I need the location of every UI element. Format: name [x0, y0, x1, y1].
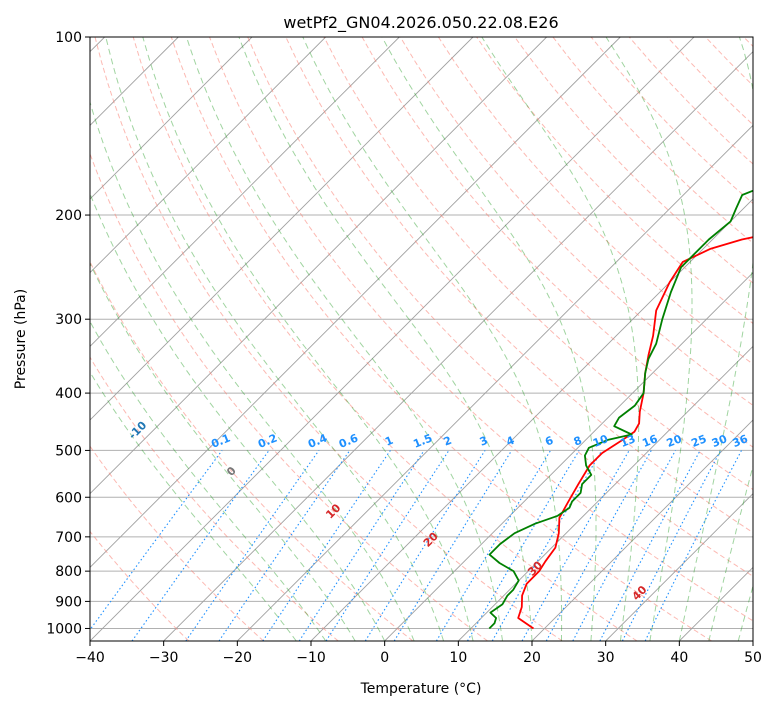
moist-adiabat-line [186, 37, 503, 641]
mixing-ratio-line [644, 450, 742, 641]
isotherm-line [90, 37, 326, 274]
mixing-ratio-label: 8 [572, 434, 584, 449]
dry-adiabat-line [94, 37, 563, 641]
moist-adiabat-line [737, 584, 753, 641]
y-tick-label: 100 [55, 30, 82, 46]
mixing-ratio-line [545, 450, 652, 641]
isotherm-line [384, 272, 753, 641]
mixing-ratio-line [393, 450, 513, 641]
mixing-ratio-line [131, 450, 270, 641]
y-tick-label: 800 [55, 564, 82, 580]
mixing-ratio-line [325, 450, 450, 641]
isotherm-line [531, 419, 753, 641]
plot-data [488, 189, 753, 630]
x-tick-label: −20 [223, 650, 253, 666]
mixing-ratio-line [262, 450, 391, 641]
moist-adiabat-line [90, 192, 386, 641]
x-tick-label: 10 [449, 650, 467, 666]
mixing-ratio-line [621, 450, 722, 641]
mixing-ratio-line [521, 450, 630, 641]
isotherm-line [90, 37, 547, 495]
isotherm-line [90, 37, 400, 347]
y-axis-label: Pressure (hPa) [13, 289, 29, 389]
dry-adiabat-line [90, 445, 264, 641]
x-tick-label: 50 [744, 650, 762, 666]
dry-adiabat-line [170, 37, 712, 641]
mixing-ratio-line [218, 450, 351, 641]
dry-adiabat-line [514, 37, 753, 284]
mixing-ratio-label: 25 [689, 432, 708, 450]
isotherm-line [605, 493, 753, 641]
x-tick-label: 40 [670, 650, 688, 666]
y-tick-label: 400 [55, 386, 82, 402]
mixing-ratio-label: 10 [591, 432, 610, 450]
moist-adiabat-line [90, 100, 415, 641]
y-tick-label: 600 [55, 490, 82, 506]
dry-adiabat-line [90, 152, 488, 641]
mixing-ratio-line [185, 450, 320, 641]
moist-adiabat-line [90, 262, 356, 641]
moist-adiabat-line [90, 371, 297, 641]
isotherm-line [237, 124, 753, 641]
mixing-ratio-label: 1 [383, 434, 395, 449]
x-axis-label: Temperature (°C) [360, 681, 482, 697]
y-tick-label: 1000 [46, 621, 82, 637]
y-tick-label: 300 [55, 312, 82, 328]
y-axis: 100 200 300 400 500 600 700 800 900 1000 [46, 30, 90, 637]
moist-adiabat-line [90, 320, 327, 641]
isotherm-line [90, 37, 253, 200]
y-tick-label: 900 [55, 594, 82, 610]
x-tick-label: −40 [75, 650, 105, 666]
dry-adiabat-line [437, 37, 753, 365]
x-tick-label: −30 [149, 650, 179, 666]
isotherm-line [90, 37, 621, 568]
isotherm-line [458, 345, 753, 641]
dry-adiabat-line [90, 356, 339, 641]
dry-adiabat-line [247, 37, 753, 577]
dewpoint-profile-line [488, 189, 753, 630]
mixing-ratio-label: 13 [618, 432, 637, 450]
y-tick-label: 700 [55, 530, 82, 546]
moist-adiabat-line [605, 37, 693, 641]
moist-adiabat-line [142, 37, 474, 641]
y-tick-label: 500 [55, 443, 82, 459]
moist-adiabat-line [481, 37, 640, 641]
mixing-ratio-line [90, 450, 223, 631]
moist-adiabat-line [678, 37, 753, 641]
mixing-ratio-label: 3 [478, 434, 490, 449]
x-tick-label: 30 [597, 650, 615, 666]
chart-title: wetPf2_GN04.2026.050.22.08.E26 [283, 13, 558, 33]
dry-adiabat-line [323, 37, 753, 491]
isotherm-line [163, 51, 753, 641]
dry-adiabat-line [90, 530, 190, 641]
mixing-ratio-line [298, 450, 425, 641]
y-tick-label: 200 [55, 208, 82, 224]
moist-adiabat-line [381, 37, 597, 641]
mixing-ratio-label: 16 [640, 432, 659, 450]
mixing-ratio-line [572, 450, 676, 641]
dry-adiabat-line [90, 260, 414, 641]
dry-adiabat-line [209, 37, 753, 622]
plot-frame [89, 36, 754, 642]
x-axis: −40 −30 −20 −10 0 10 20 30 40 50 [75, 641, 762, 666]
moist-adiabat-line [238, 37, 533, 641]
mixing-ratio-label: 20 [665, 432, 684, 450]
x-tick-label: −10 [296, 650, 326, 666]
moist-adiabat-line [708, 464, 753, 641]
moist-adiabat-line [105, 37, 445, 641]
moist-adiabat-line [302, 37, 563, 641]
isotherm-line [90, 37, 474, 421]
x-tick-label: 20 [523, 650, 541, 666]
x-tick-label: 0 [380, 650, 389, 666]
mixing-ratio-label: 30 [710, 432, 729, 450]
mixing-ratio-label: 2 [442, 434, 454, 449]
dry-adiabat-line [399, 37, 753, 407]
dry-adiabat-line [132, 37, 638, 641]
mixing-ratio-label: 36 [731, 432, 750, 450]
plot-background [90, 37, 753, 641]
isotherm-line [90, 37, 695, 641]
